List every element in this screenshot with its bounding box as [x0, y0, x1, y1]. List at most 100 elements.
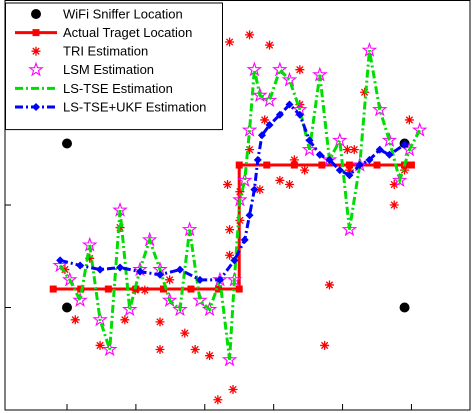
legend-label: Actual Traget Location: [63, 25, 192, 40]
marker: [375, 145, 384, 154]
marker: [281, 71, 298, 87]
marker: [389, 180, 399, 189]
legend-label: LSM Estimation: [63, 62, 154, 77]
marker: [342, 145, 352, 155]
marker: [318, 161, 326, 169]
marker: [245, 145, 255, 155]
marker: [407, 161, 415, 169]
marker: [389, 200, 399, 210]
marker: [335, 166, 344, 175]
marker: [195, 275, 204, 284]
marker: [175, 265, 184, 274]
marker: [400, 140, 409, 149]
marker: [371, 101, 388, 117]
marker: [215, 285, 223, 293]
marker: [121, 301, 138, 317]
marker: [404, 115, 414, 125]
marker: [130, 285, 140, 295]
marker: [225, 250, 235, 260]
marker: [275, 110, 284, 119]
marker: [187, 285, 195, 293]
marker: [240, 235, 249, 244]
marker: [140, 285, 150, 295]
marker: [28, 61, 44, 77]
marker: [324, 280, 334, 290]
marker: [225, 225, 235, 235]
marker: [235, 187, 245, 197]
marker: [72, 292, 88, 307]
marker: [290, 161, 298, 169]
marker: [349, 145, 359, 155]
marker: [32, 29, 40, 37]
marker: [62, 138, 72, 149]
marker: [365, 155, 374, 164]
marker: [253, 155, 262, 164]
marker: [320, 340, 330, 350]
legend-label: WiFi Sniffer Location: [63, 6, 183, 21]
marker: [213, 395, 223, 405]
marker: [76, 261, 85, 270]
marker: [241, 121, 258, 137]
marker: [62, 302, 72, 313]
marker: [221, 351, 238, 367]
marker: [345, 171, 354, 180]
marker: [230, 256, 239, 265]
marker: [265, 40, 275, 50]
marker: [49, 285, 57, 293]
marker: [255, 185, 265, 195]
marker: [223, 180, 233, 189]
marker: [235, 161, 243, 169]
marker: [172, 301, 188, 317]
marker: [275, 175, 285, 185]
marker: [85, 253, 95, 263]
marker: [300, 165, 310, 175]
marker: [155, 317, 165, 327]
series-line: [59, 102, 406, 282]
marker: [252, 87, 268, 102]
marker: [261, 92, 278, 108]
marker: [31, 46, 41, 56]
marker: [201, 301, 218, 317]
legend-label: LS-TSE+UKF Estimation: [63, 99, 206, 114]
marker: [411, 121, 428, 137]
marker: [101, 341, 118, 357]
marker: [400, 165, 410, 175]
marker: [257, 131, 266, 140]
marker: [325, 155, 334, 164]
marker: [285, 100, 294, 109]
marker: [32, 103, 40, 111]
marker: [60, 265, 70, 275]
marker: [104, 285, 112, 293]
legend: WiFi Sniffer Location Actual Traget Locat…: [5, 2, 223, 131]
marker: [285, 180, 295, 189]
marker: [136, 267, 145, 276]
series-line: [58, 49, 422, 360]
marker: [161, 292, 178, 307]
marker: [245, 211, 254, 220]
marker: [70, 315, 80, 325]
marker: [361, 42, 378, 57]
marker: [263, 161, 271, 169]
marker: [225, 37, 235, 47]
marker: [235, 285, 243, 293]
marker: [295, 65, 305, 75]
marker: [228, 385, 238, 394]
marker: [305, 136, 314, 145]
legend-box: [5, 2, 223, 131]
marker: [385, 150, 394, 159]
marker: [31, 9, 41, 19]
marker: [159, 285, 167, 293]
marker: [399, 302, 410, 313]
marker: [341, 221, 358, 237]
marker: [245, 30, 255, 40]
marker: [116, 263, 125, 272]
marker: [192, 292, 208, 307]
marker: [295, 110, 304, 119]
marker: [332, 132, 348, 148]
marker: [301, 141, 318, 157]
marker: [373, 161, 381, 169]
marker: [56, 256, 65, 265]
marker: [120, 315, 130, 325]
